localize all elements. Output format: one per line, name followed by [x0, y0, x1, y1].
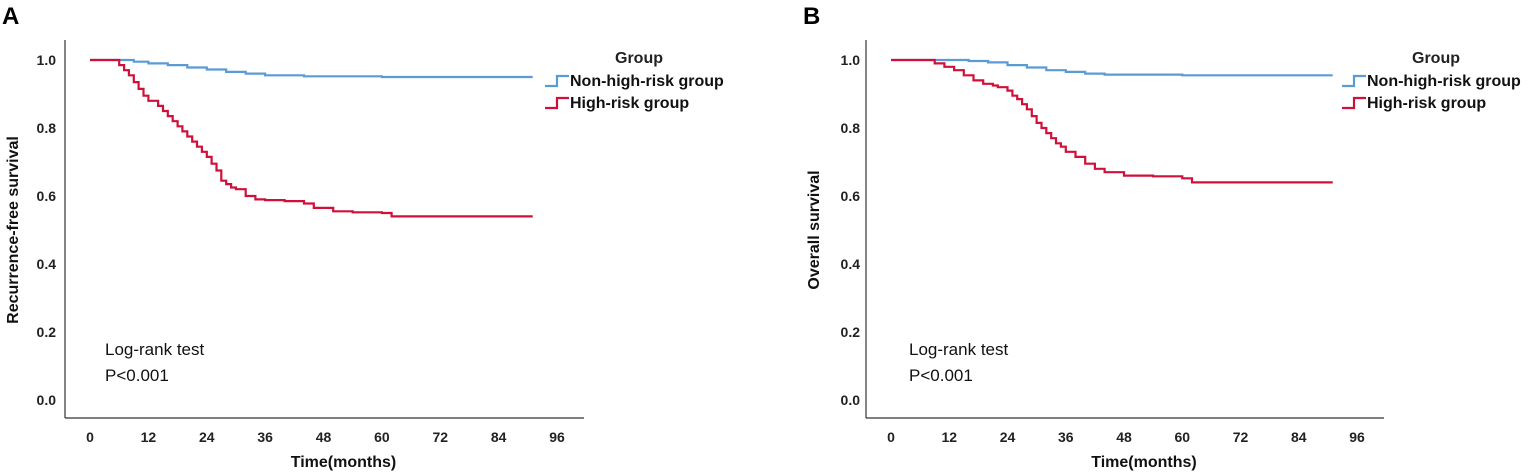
panel-b: B 0.0 0.2 0.4 0.6 0.8 1.0 0 12 24 36 48 60 72 84 96 Time… — [768, 0, 1535, 473]
x-tick-label: 0 — [887, 429, 895, 445]
km-chart-a: A 0.0 0.2 0.4 0.6 0.8 1.0 0 12 24 36 48 60 72 84 96 Time… — [2, 3, 724, 471]
panel-letter: B — [803, 3, 820, 30]
km-chart-b: B 0.0 0.2 0.4 0.6 0.8 1.0 0 12 24 36 48 60 72 84 96 Time… — [803, 3, 1521, 471]
x-tick-label: 12 — [941, 429, 957, 445]
x-tick-label: 48 — [316, 429, 332, 445]
x-tick-label: 96 — [1349, 429, 1365, 445]
x-tick-label: 60 — [374, 429, 390, 445]
p-value-label: P<0.001 — [105, 366, 169, 385]
x-tick-label: 84 — [491, 429, 507, 445]
x-tick-label: 48 — [1116, 429, 1132, 445]
logrank-label: Log-rank test — [909, 340, 1008, 359]
non-high-risk-survival-curve — [891, 58, 1333, 77]
y-tick-label: 0.6 — [37, 188, 57, 204]
x-axis-label: Time(months) — [1091, 454, 1196, 471]
x-tick-label: 72 — [1233, 429, 1249, 445]
legend-label-high-risk: High-risk group — [570, 95, 689, 112]
legend-label-non-high-risk: Non-high-risk group — [1367, 73, 1521, 90]
y-tick-label: 0.4 — [37, 256, 57, 272]
p-value-label: P<0.001 — [909, 366, 973, 385]
panel-letter: A — [2, 3, 19, 30]
x-tick-label: 36 — [257, 429, 273, 445]
legend-label-non-high-risk: Non-high-risk group — [570, 73, 724, 90]
legend-label-high-risk: High-risk group — [1367, 95, 1486, 112]
x-tick-label: 84 — [1291, 429, 1307, 445]
legend-title: Group — [1412, 50, 1460, 67]
y-axis-label: Overall survival — [806, 170, 823, 289]
x-tick-label: 24 — [1000, 429, 1016, 445]
y-tick-label: 0.8 — [37, 120, 57, 136]
x-tick-label: 60 — [1174, 429, 1190, 445]
y-axis-label: Recurrence-free survival — [5, 136, 22, 324]
x-tick-label: 72 — [432, 429, 448, 445]
x-tick-label: 12 — [141, 429, 157, 445]
x-tick-label: 0 — [86, 429, 94, 445]
legend-title: Group — [615, 50, 663, 67]
y-tick-label: 0.2 — [37, 324, 57, 340]
logrank-label: Log-rank test — [105, 340, 204, 359]
legend-swatch-non-high-risk — [1342, 74, 1366, 88]
legend-swatch-non-high-risk — [545, 74, 569, 88]
x-tick-label: 96 — [549, 429, 565, 445]
y-tick-label: 1.0 — [37, 52, 57, 68]
high-risk-survival-curve — [891, 58, 1333, 184]
x-tick-label: 36 — [1058, 429, 1074, 445]
y-tick-label: 0.2 — [841, 324, 861, 340]
non-high-risk-survival-curve — [90, 58, 533, 79]
y-tick-label: 0.0 — [37, 392, 57, 408]
panel-a: A 0.0 0.2 0.4 0.6 0.8 1.0 0 12 24 36 48 60 72 84 96 Time… — [2, 3, 724, 471]
y-tick-label: 1.0 — [841, 52, 861, 68]
y-tick-label: 0.0 — [841, 392, 861, 408]
x-tick-label: 24 — [199, 429, 215, 445]
y-tick-label: 0.8 — [841, 120, 861, 136]
x-axis-label: Time(months) — [291, 454, 396, 471]
legend-swatch-high-risk — [1342, 96, 1366, 110]
high-risk-survival-curve — [90, 58, 533, 218]
y-tick-label: 0.6 — [841, 188, 861, 204]
legend-swatch-high-risk — [545, 96, 569, 110]
y-tick-label: 0.4 — [841, 256, 861, 272]
